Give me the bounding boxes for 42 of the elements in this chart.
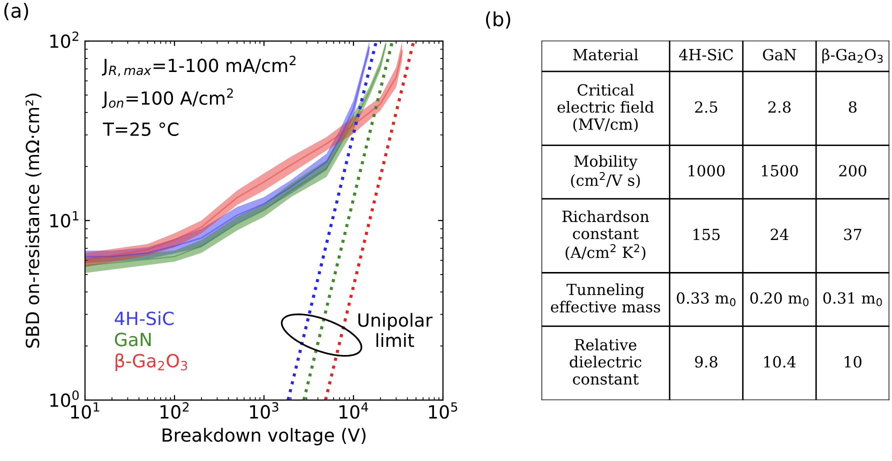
- x-tick-label: 10$^{5}$: [429, 402, 458, 419]
- text: 4H-SiC: [114, 311, 174, 326]
- text: 0.20 m$_{0}$: [750, 292, 808, 306]
- category-label: Mobility (cm$^{2}$/V s): [571, 155, 640, 188]
- text: 8: [848, 101, 857, 113]
- category-label: Richardson constant (A/cm$^{2}$ K$^{2}$): [562, 210, 650, 260]
- category-label: Tunneling effective mass: [550, 283, 660, 313]
- text: 1500: [762, 164, 798, 177]
- text: 24: [770, 228, 788, 240]
- y-tick-label: 10$^{1}$: [50, 211, 78, 228]
- category-label: Material: [573, 48, 638, 60]
- text: 200: [839, 164, 866, 177]
- text: 37: [844, 228, 862, 240]
- y-tick-label: 10$^{2}$: [50, 31, 78, 48]
- annotation: T=25 °C: [102, 122, 178, 136]
- text: 0.31 m$_{0}$: [823, 292, 882, 306]
- text: 2.8: [768, 101, 791, 113]
- category-label: GaN: [762, 48, 796, 60]
- category-label: Relative dielectric constant: [570, 338, 642, 385]
- y-axis-title: SBD on-resistance (mΩ·cm²): [25, 94, 42, 348]
- text: 2.5: [695, 101, 718, 113]
- text: 1000: [688, 164, 725, 177]
- category-label: 4H-SiC: [679, 48, 733, 60]
- annotation: J$_{on}$=100 A/cm$^{2}$: [102, 88, 233, 108]
- text: (b): [486, 11, 510, 29]
- annotation: Unipolar limit: [358, 312, 432, 347]
- text: 10.4: [764, 356, 796, 368]
- text: β-Ga$_{2}$O$_{3}$: [116, 353, 188, 372]
- annotation: J$_{R,max}$=1-100 mA/cm$^{2}$: [102, 56, 296, 76]
- x-tick-label: 10$^{1}$: [71, 402, 100, 419]
- text: 9.8: [695, 356, 718, 368]
- text: 10: [844, 356, 862, 368]
- text: GaN: [114, 332, 151, 346]
- text: 0.33 m$_{0}$: [676, 292, 736, 306]
- chart-title: (a): [4, 2, 28, 20]
- text: 155: [694, 228, 720, 240]
- x-tick-label: 10$^{2}$: [160, 402, 189, 419]
- x-tick-label: 10$^{4}$: [340, 402, 368, 419]
- category-label: β-Ga$_{2}$O$_{3}$: [822, 48, 883, 64]
- x-axis-title: Breakdown voltage (V): [162, 428, 366, 446]
- category-label: Critical electric field (MV/cm): [558, 84, 654, 132]
- x-tick-label: 10$^{3}$: [250, 402, 278, 419]
